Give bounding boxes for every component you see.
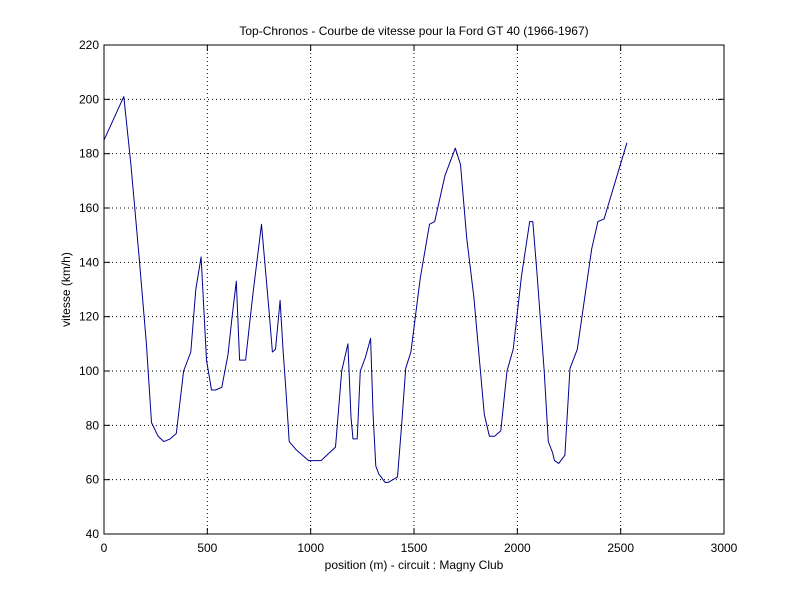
y-tick-label: 160 [79, 201, 99, 215]
y-tick-label: 40 [86, 527, 100, 541]
x-tick-label: 1000 [297, 541, 324, 555]
x-tick-label: 3000 [711, 541, 738, 555]
y-tick-label: 120 [79, 310, 99, 324]
x-tick-label: 1500 [401, 541, 428, 555]
y-tick-label: 220 [79, 38, 99, 52]
speed-series-line [103, 96, 628, 483]
y-tick-label: 200 [79, 92, 99, 106]
y-tick-label: 80 [86, 418, 100, 432]
series-layer [103, 96, 628, 483]
x-tick-label: 2500 [607, 541, 634, 555]
y-tick-label: 140 [79, 255, 99, 269]
x-tick-label: 2000 [504, 541, 531, 555]
y-axis-label: vitesse (km/h) [59, 252, 73, 327]
grid-lines [104, 45, 724, 534]
x-tick-label: 0 [101, 541, 108, 555]
x-axis-label: position (m) - circuit : Magny Club [325, 558, 504, 572]
ticks: 0 500 1000 1500 2000 2500 3000 40 60 80 100 120 140 1… [79, 38, 738, 555]
y-tick-label: 100 [79, 364, 99, 378]
chart-title: Top-Chronos - Courbe de vitesse pour la … [239, 24, 588, 38]
x-tick-label: 500 [197, 541, 217, 555]
y-tick-label: 60 [86, 473, 100, 487]
y-tick-label: 180 [79, 147, 99, 161]
